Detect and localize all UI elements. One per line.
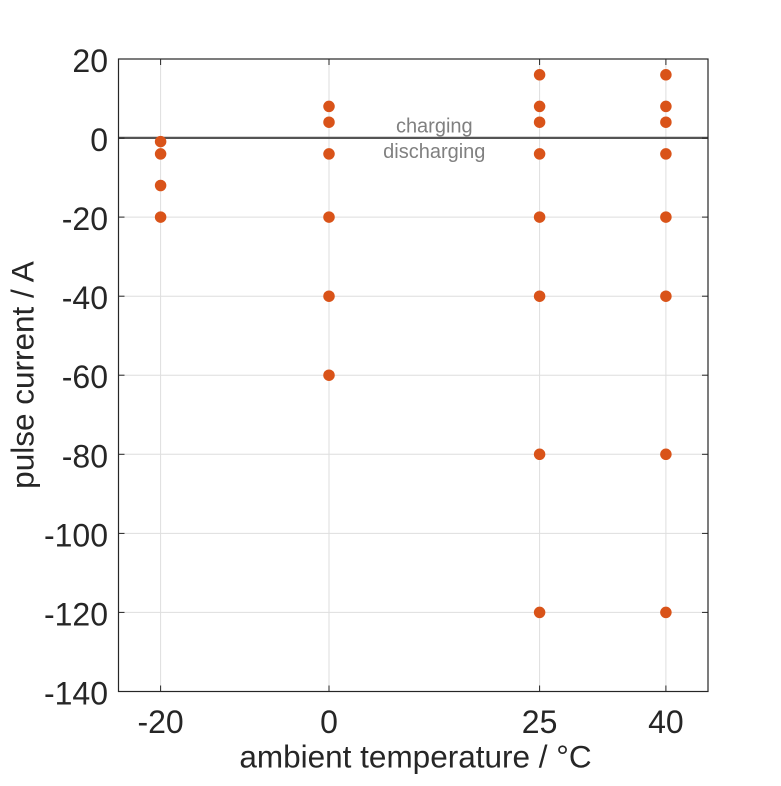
svg-text:-100: -100 xyxy=(44,517,108,553)
svg-text:discharging: discharging xyxy=(383,141,485,163)
svg-text:pulse current / A: pulse current / A xyxy=(4,261,40,489)
svg-text:20: 20 xyxy=(72,43,108,79)
svg-text:-20: -20 xyxy=(137,704,183,740)
svg-text:25: 25 xyxy=(522,704,558,740)
svg-text:-20: -20 xyxy=(62,201,108,237)
svg-text:-140: -140 xyxy=(44,676,108,712)
svg-text:0: 0 xyxy=(90,122,108,158)
svg-text:0: 0 xyxy=(320,704,338,740)
svg-text:-120: -120 xyxy=(44,596,108,632)
svg-text:-40: -40 xyxy=(62,280,108,316)
svg-text:-80: -80 xyxy=(62,438,108,474)
svg-text:charging: charging xyxy=(396,116,473,138)
svg-text:-60: -60 xyxy=(62,359,108,395)
svg-text:ambient temperature / °C: ambient temperature / °C xyxy=(239,739,591,775)
svg-text:40: 40 xyxy=(648,704,684,740)
